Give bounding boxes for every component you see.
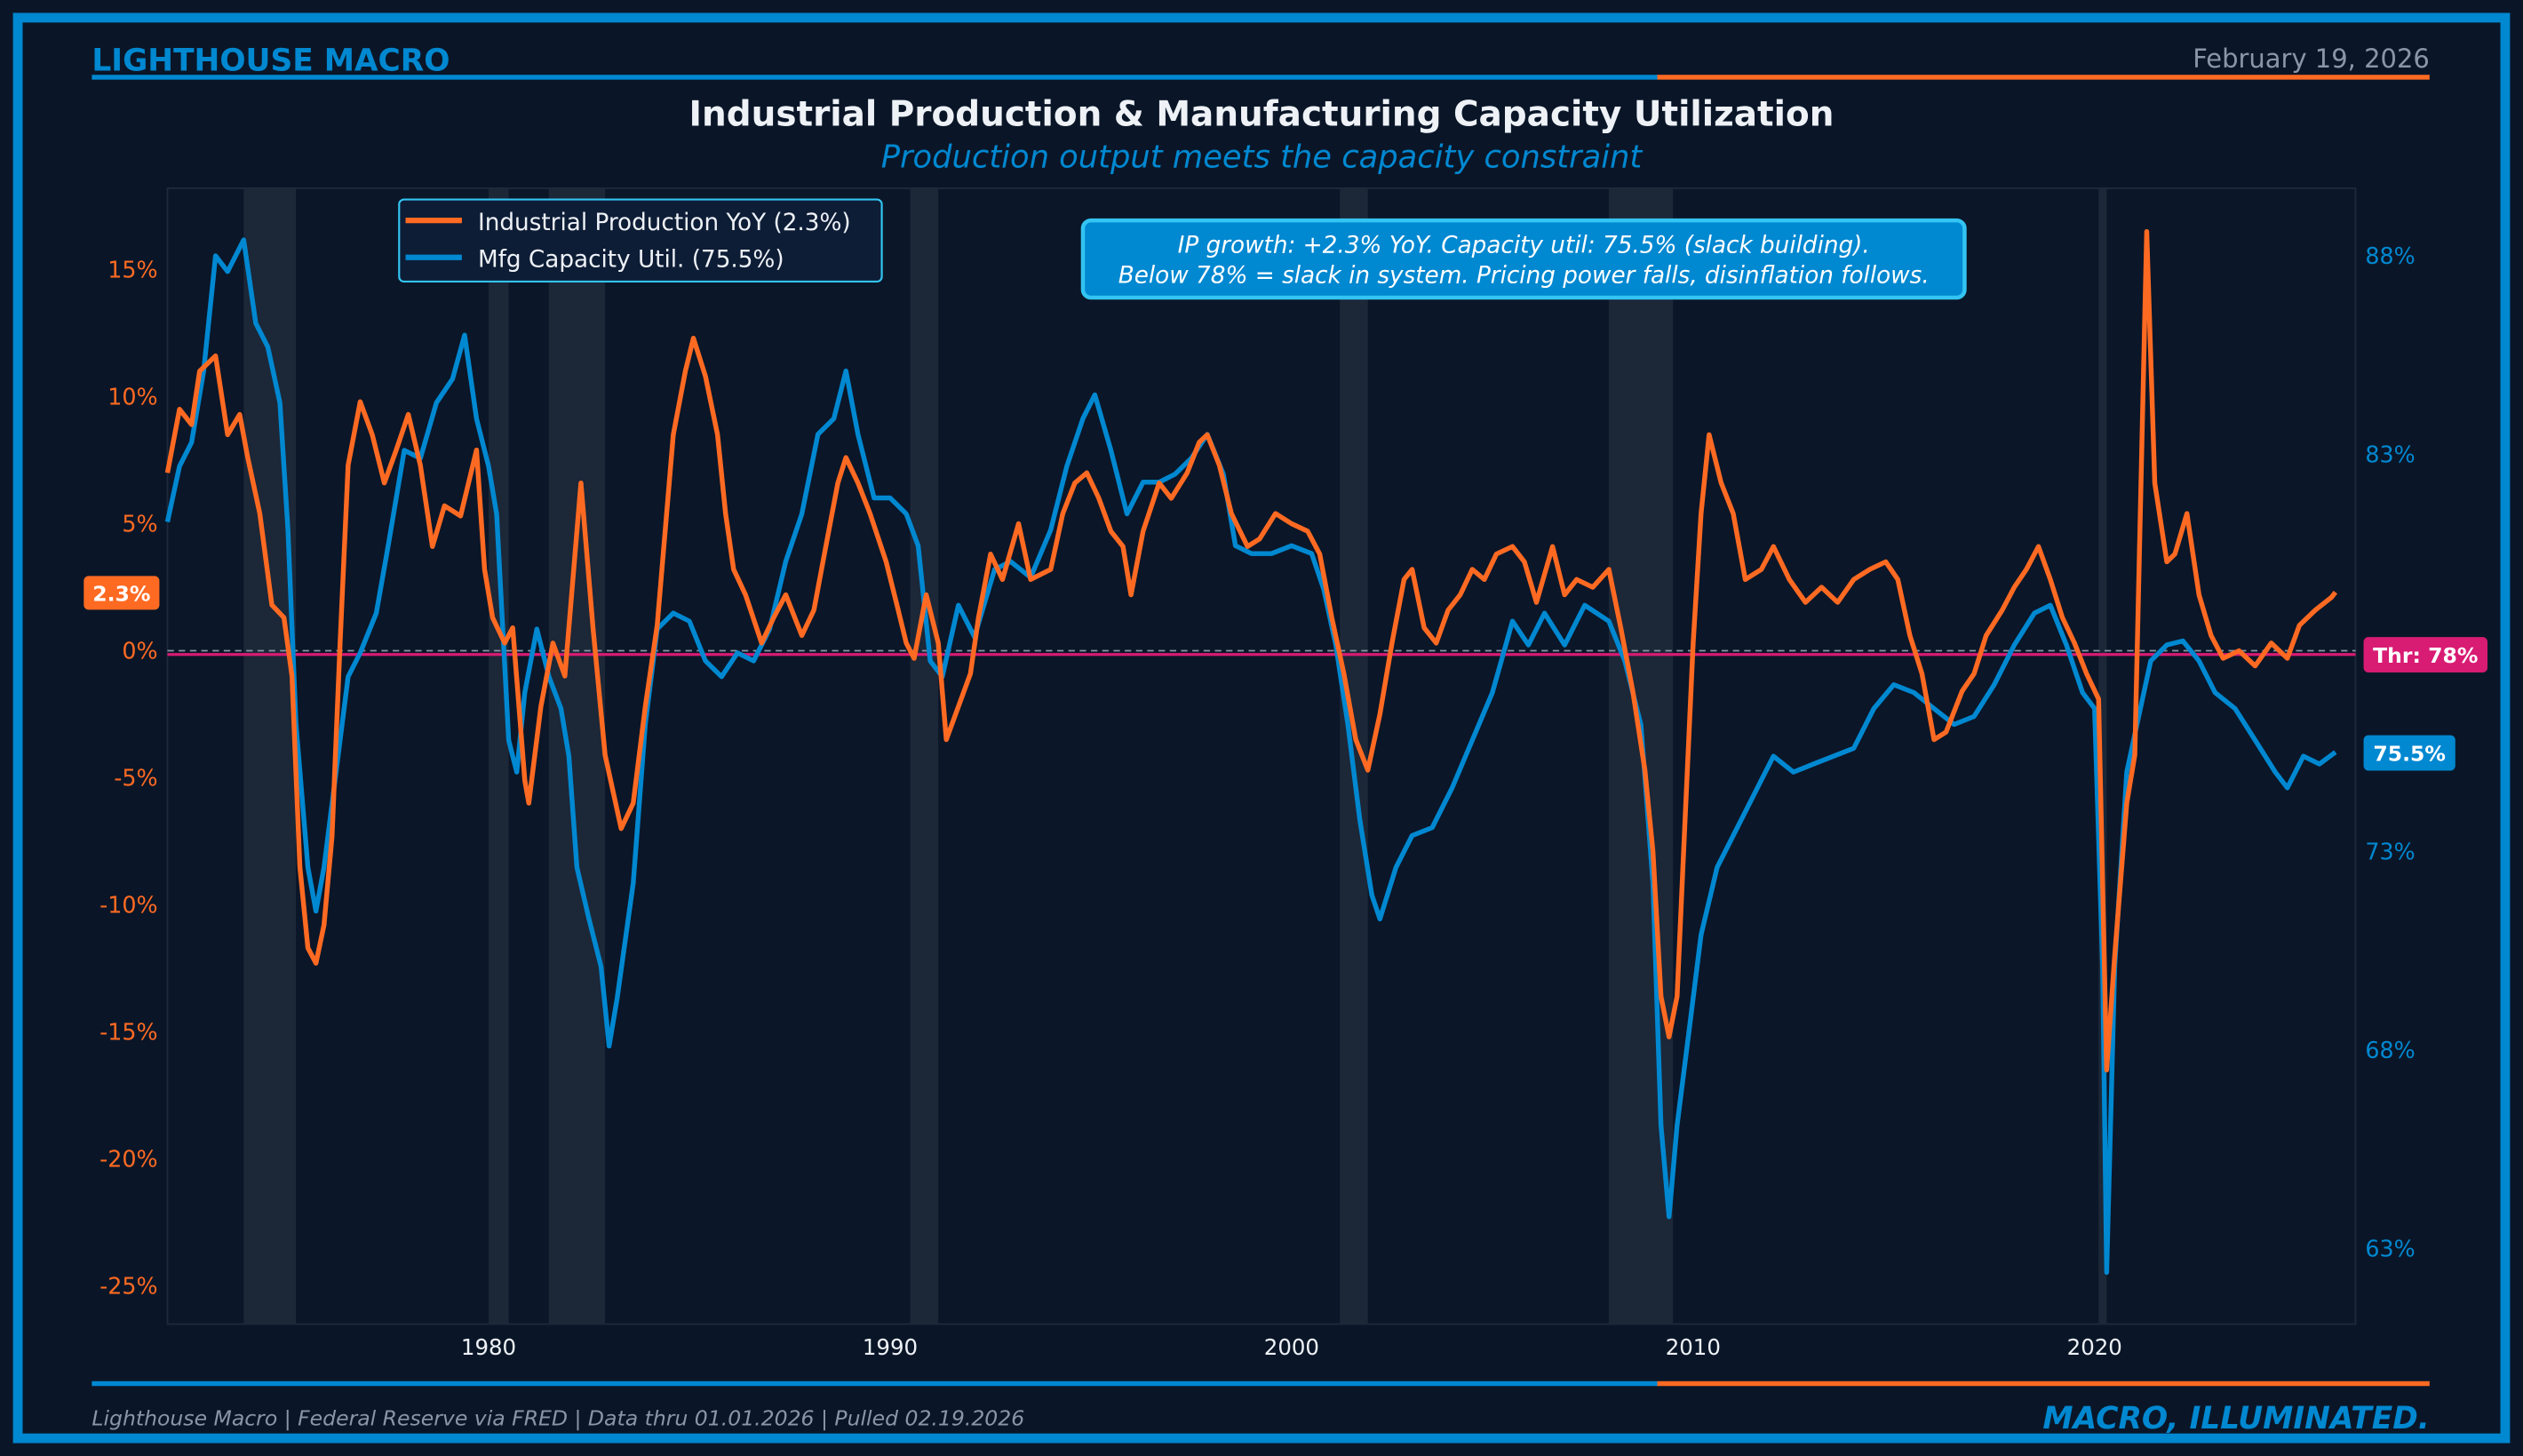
- right-tick-label: 83%: [2365, 441, 2415, 467]
- legend: Industrial Production YoY (2.3%) Mfg Cap…: [398, 198, 883, 283]
- threshold-value: Thr: 78%: [2373, 643, 2478, 668]
- x-axis: 1980 1990 2000 2010 2020: [461, 1334, 2122, 1360]
- left-tick-label: 0%: [122, 638, 157, 664]
- ip-yoy-line: [164, 228, 2338, 1073]
- threshold-badge: [2363, 637, 2488, 673]
- x-tick-label: 2010: [1666, 1334, 1721, 1360]
- ip-end-label: 2.3%: [84, 576, 160, 610]
- cu-end-badge: [2363, 735, 2455, 771]
- report-date: February 19, 2026: [2193, 44, 2430, 74]
- x-tick-label: 1990: [863, 1334, 918, 1360]
- chart-title: Industrial Production & Manufacturing Ca…: [689, 94, 1835, 134]
- cu-end-value: 75.5%: [2373, 742, 2446, 767]
- left-tick-label: 15%: [107, 256, 157, 282]
- plot-frame: [166, 187, 2357, 1325]
- chart-subtitle: Production output meets the capacity con…: [881, 139, 1644, 175]
- recession-band: [2098, 187, 2107, 1325]
- left-axis: 15% 10% 5% 0% -5% -10% -15% -20% -25%: [99, 256, 157, 1299]
- right-axis: 88% 83% 73% 68% 63%: [2365, 243, 2415, 1262]
- ip-end-value: 2.3%: [92, 581, 150, 606]
- legend-label-ip: Industrial Production YoY (2.3%): [478, 210, 851, 236]
- footer-rule-orange: [1657, 1380, 2430, 1387]
- series-group: [164, 228, 2338, 1276]
- left-tick-label: -20%: [99, 1146, 157, 1173]
- recession-band: [548, 187, 606, 1325]
- plot-area: 1980 1990 2000 2010 2020 15% 10% 5% 0% -5% -10% -1…: [99, 187, 2416, 1360]
- footer-source: Lighthouse Macro | Federal Reserve via F…: [92, 1406, 1024, 1431]
- x-tick-label: 2020: [2067, 1334, 2122, 1360]
- outer-frame: [12, 12, 2511, 1444]
- annotation-box: IP growth: +2.3% YoY. Capacity util: 75.…: [1080, 218, 1967, 300]
- annotation-line-1: IP growth: +2.3% YoY. Capacity util: 75.…: [1178, 232, 1870, 259]
- x-tick-label: 2000: [1264, 1334, 1319, 1360]
- left-tick-label: -25%: [99, 1273, 157, 1300]
- brand-label: LIGHTHOUSE MACRO: [92, 44, 450, 79]
- footer-rule-blue: [92, 1380, 1658, 1387]
- right-tick-label: 68%: [2365, 1037, 2415, 1063]
- recession-band: [243, 187, 297, 1325]
- annotation-line-2: Below 78% = slack in system. Pricing pow…: [1118, 263, 1930, 290]
- left-tick-label: 5%: [122, 511, 157, 537]
- legend-box: [398, 198, 883, 283]
- threshold-label: Thr: 78%: [2363, 637, 2488, 673]
- x-tick-label: 1980: [461, 1334, 516, 1360]
- left-tick-label: -5%: [114, 765, 157, 792]
- ip-end-badge: [84, 576, 160, 610]
- right-tick-label: 73%: [2365, 839, 2415, 865]
- recession-band: [489, 187, 509, 1325]
- annotation-background: [1080, 218, 1967, 300]
- right-tick-label: 88%: [2365, 243, 2415, 269]
- right-tick-label: 63%: [2365, 1236, 2415, 1262]
- recession-band: [910, 187, 939, 1325]
- left-tick-label: 10%: [107, 384, 157, 410]
- header-rule-blue: [92, 75, 1658, 80]
- capacity-util-line: [164, 237, 2337, 1276]
- cu-end-label: 75.5%: [2363, 735, 2455, 771]
- footer-tagline: MACRO, ILLUMINATED.: [2042, 1401, 2429, 1436]
- left-tick-label: -10%: [99, 892, 157, 919]
- left-tick-label: -15%: [99, 1019, 157, 1046]
- header-rule-orange: [1657, 75, 2430, 80]
- legend-label-cu: Mfg Capacity Util. (75.5%): [478, 247, 784, 274]
